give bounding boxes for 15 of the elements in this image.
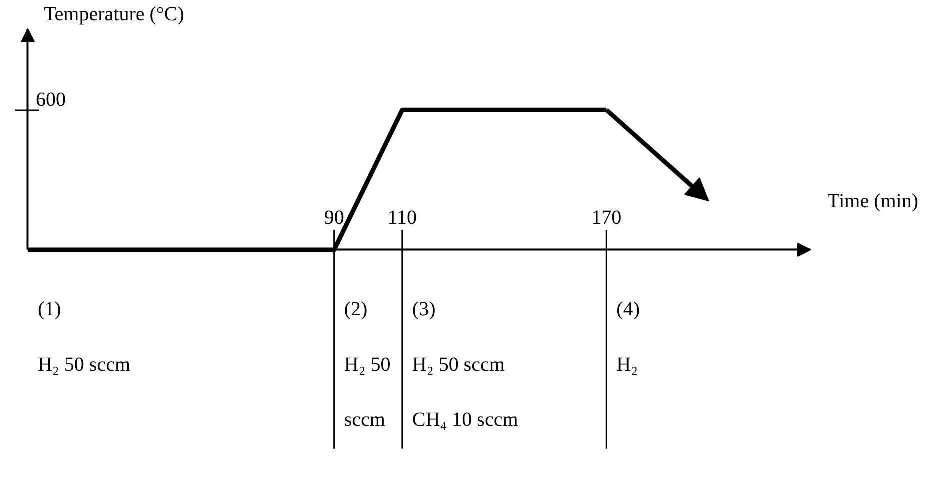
text: (4) <box>616 298 640 321</box>
text: (3) <box>412 298 436 321</box>
x-tick-label: 110 <box>388 206 418 229</box>
x-tick-label: 90 <box>324 206 344 229</box>
annotation: 600 <box>36 89 66 112</box>
text: H₂ 50 sccm <box>38 354 131 376</box>
text: (1) <box>38 298 62 321</box>
text: H₂ 50 sccm <box>344 354 391 432</box>
x-axis-title: Time (min) <box>828 190 918 212</box>
text: (2) <box>344 298 368 321</box>
x-tick-label: 170 <box>592 206 622 229</box>
y-axis-title: Temperature (°C) <box>44 4 184 26</box>
text: H₂ <box>616 354 638 376</box>
text: H₂ 50 sccm <box>412 354 506 376</box>
text: CH₄ 10 sccm <box>412 409 519 432</box>
